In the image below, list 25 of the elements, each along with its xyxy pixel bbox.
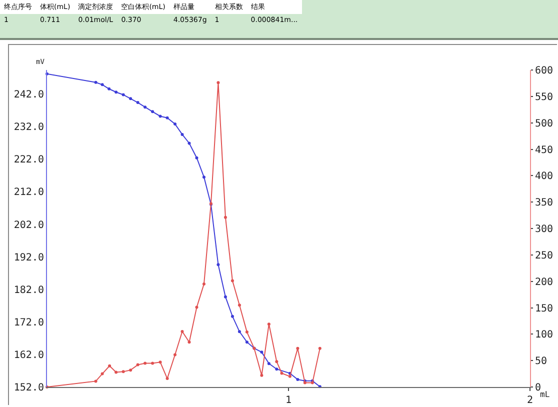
y2-tick-label: 600 <box>535 66 554 76</box>
y-tick-label: 192.0 <box>14 252 44 264</box>
y2-tick-label: 550 <box>535 92 554 103</box>
y-tick-label: 152.0 <box>14 382 44 394</box>
y-tick-label: 172.0 <box>14 317 44 328</box>
x-tick-label: 2 <box>526 395 534 406</box>
y2-tick-label: 300 <box>535 224 554 235</box>
y2-tick-label: 200 <box>535 276 554 288</box>
y2-tick-label: 50 <box>535 356 548 368</box>
y2-tick-label: 250 <box>535 250 554 262</box>
y2-tick-label: 400 <box>535 171 554 182</box>
y-tick-label: 222.0 <box>14 154 44 166</box>
y-tick-label: 232.0 <box>14 122 44 134</box>
y-tick-label: 162.0 <box>14 350 44 361</box>
x-axis-title: mL <box>540 390 550 399</box>
y2-tick-label: 0 <box>535 382 542 394</box>
y-tick-label: 242.0 <box>14 90 44 101</box>
y-tick-label: 202.0 <box>14 220 44 231</box>
y2-tick-label: 150 <box>535 303 554 314</box>
y2-tick-label: 350 <box>535 198 554 209</box>
y-tick-label: 212.0 <box>14 187 44 198</box>
y2-tick-label: 100 <box>535 330 554 341</box>
y-tick-label: 182.0 <box>14 284 44 296</box>
y2-tick-label: 500 <box>535 118 554 130</box>
y2-tick-label: 450 <box>535 144 554 156</box>
